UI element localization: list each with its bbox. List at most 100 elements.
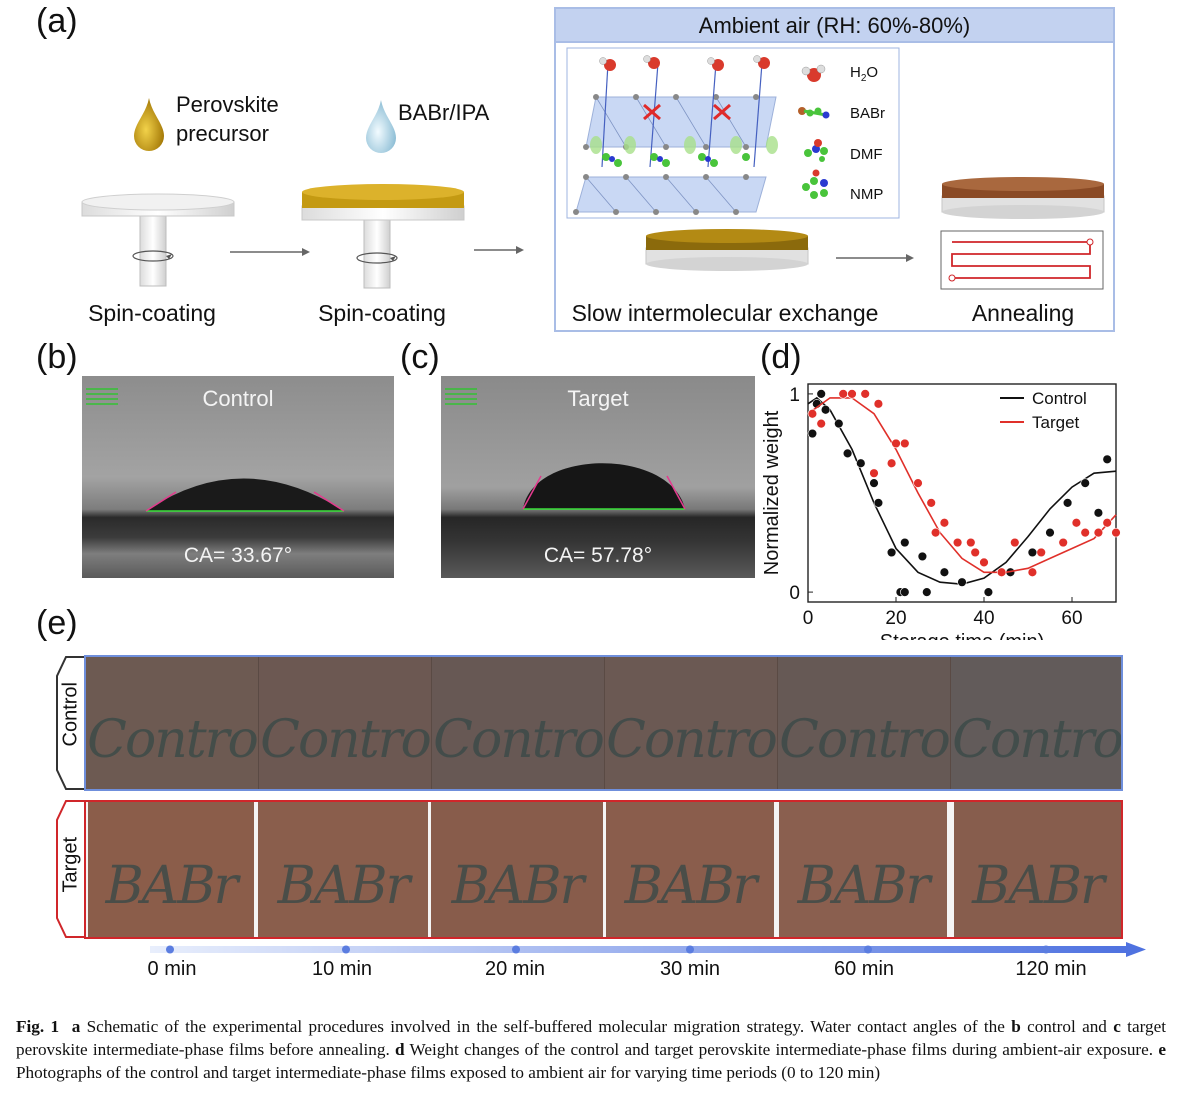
data-point-control [900, 587, 910, 597]
control-film-strip: Contro Contro Contro Contro Contro Contr… [84, 655, 1123, 791]
arrow-right-icon [474, 246, 524, 254]
data-point-control [816, 389, 826, 399]
babr-ipa-label: BABr/IPA [398, 100, 490, 125]
babr-drop-icon [366, 100, 396, 153]
legend-label-target: Target [1032, 413, 1080, 432]
data-point-target [1111, 527, 1121, 538]
target-row-label: Target [59, 836, 82, 893]
panel-b-label: (b) [36, 338, 78, 376]
arrow-right-icon [836, 254, 914, 262]
data-point-control [1102, 454, 1112, 465]
panel-d-label: (d) [760, 338, 802, 376]
data-point-control [957, 577, 967, 587]
water-droplet [522, 463, 686, 510]
precursor-drop-icon [134, 98, 164, 151]
film-30min: BABr [606, 802, 774, 937]
fit-curve-control [807, 396, 1117, 586]
data-point-target [838, 389, 848, 399]
molecular-structure-diagram [566, 47, 900, 219]
film-0min: Contro [86, 657, 258, 789]
overlay-marker [86, 388, 118, 408]
target-row-tab [56, 800, 86, 938]
plot-frame [807, 383, 1117, 603]
data-point-target [970, 547, 980, 558]
data-point-target [869, 468, 879, 478]
time-label-60: 60 min [833, 958, 895, 980]
step2-label: Spin-coating [318, 300, 446, 326]
timeline-arrow [150, 942, 1146, 957]
data-point-target [1071, 518, 1082, 528]
x-tick-label: 60 [1061, 608, 1082, 629]
data-point-control [869, 478, 879, 488]
time-label-30: 30 min [659, 958, 721, 980]
data-point-control [856, 458, 866, 468]
panel-a-label: (a) [36, 2, 78, 40]
data-point-target [807, 409, 818, 419]
time-label-120: 120 min [1015, 958, 1087, 980]
film-60min: BABr [779, 802, 947, 937]
data-point-target [886, 458, 897, 468]
x-tick-label: 20 [885, 608, 906, 629]
weight-chart: 0 20 40 60 0 1 Storage time (min) Normalized we… [761, 383, 1121, 640]
data-point-target [860, 389, 870, 399]
panel-c-label: (c) [400, 338, 440, 376]
film-120min: BABr [954, 802, 1121, 937]
contact-angle-photo-target: Target CA= 57.78° [441, 376, 755, 578]
y-tick-label: 1 [789, 385, 800, 406]
data-point-control [1062, 498, 1073, 508]
data-point-target [966, 537, 976, 548]
figure-caption: Fig. 1 a Schematic of the experimental p… [16, 1017, 1166, 1082]
overlay-marker [445, 388, 477, 408]
data-point-control [1093, 508, 1104, 518]
film-120min: Contro [951, 657, 1121, 789]
step3-label: Slow intermolecular exchange [571, 300, 879, 326]
data-point-control [842, 448, 853, 459]
data-point-target [979, 557, 989, 568]
data-point-target [847, 389, 857, 399]
contact-angle-value: CA= 33.67° [183, 544, 293, 567]
time-label-0: 0 min [147, 958, 197, 980]
data-point-control [1080, 478, 1090, 488]
data-point-target [939, 518, 950, 528]
data-point-target [900, 438, 910, 449]
x-tick-label: 40 [973, 608, 994, 629]
time-label-20: 20 min [484, 958, 546, 980]
y-tick-label: 0 [789, 583, 800, 604]
data-point-target [913, 478, 923, 488]
film-10min: Contro [259, 657, 431, 789]
data-point-control [900, 537, 910, 548]
data-point-target [873, 399, 884, 409]
data-point-control [922, 587, 932, 597]
data-point-target [1080, 527, 1090, 538]
data-point-target [816, 418, 826, 429]
precursor-label: Perovskite precursor [176, 92, 279, 146]
hotplate-icon [940, 230, 1104, 290]
data-point-target [952, 537, 963, 548]
film-60min: Contro [778, 657, 950, 789]
data-point-control [807, 428, 818, 439]
legend-label-control: Control [1032, 389, 1087, 408]
data-point-control [1027, 547, 1038, 558]
data-point-target [1036, 547, 1046, 558]
legend-h2o: H2O [850, 64, 879, 84]
x-axis-label: Storage time (min) [880, 631, 1045, 640]
data-point-target [1058, 537, 1068, 548]
data-point-target [926, 498, 936, 508]
arrow-right-icon [230, 248, 310, 256]
ambient-air-title: Ambient air (RH: 60%-80%) [554, 7, 1115, 43]
data-point-target [1102, 518, 1112, 528]
data-point-target [1027, 567, 1038, 577]
data-point-control [983, 587, 994, 597]
contact-angle-value: CA= 57.78° [543, 544, 653, 567]
data-point-control [820, 405, 831, 415]
time-label-10: 10 min [311, 958, 373, 980]
spin-coater-1 [81, 193, 235, 287]
annealed-film [941, 177, 1105, 219]
step1-label: Spin-coating [88, 300, 216, 326]
contact-angle-photo-control: Control CA= 33.67° [82, 376, 394, 578]
data-point-control [1045, 527, 1055, 538]
spin-coater-2 [301, 184, 465, 289]
fit-curve-target [807, 397, 1117, 574]
legend-dmf: DMF [850, 146, 883, 163]
step4-label: Annealing [971, 300, 1075, 326]
